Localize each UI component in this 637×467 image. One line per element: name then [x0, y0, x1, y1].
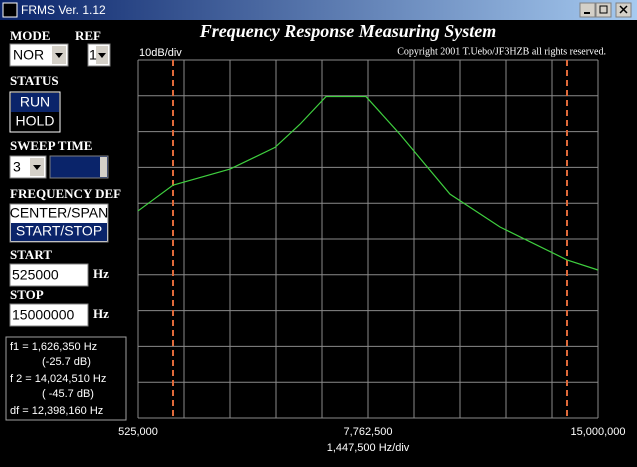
- ref-label: REF: [75, 28, 101, 43]
- window-title: FRMS Ver. 1.12: [21, 3, 106, 17]
- window-buttons: [579, 2, 632, 18]
- stop-unit: Hz: [93, 306, 109, 321]
- sweep-progress-end: [100, 157, 107, 177]
- readout-line: (-25.7 dB): [42, 356, 91, 368]
- readout-line: ( -45.7 dB): [42, 388, 94, 400]
- chart-subtitle: Copyright 2001 T.Uebo/JF3HZB all rights …: [397, 46, 606, 57]
- maximize-button[interactable]: [595, 2, 612, 18]
- title-bar: [0, 0, 637, 20]
- mode-label: MODE: [10, 28, 50, 43]
- stop-label: STOP: [10, 287, 44, 302]
- status-option[interactable]: RUN: [20, 94, 50, 110]
- x-tick-label: 525,000: [118, 426, 158, 438]
- start-label: START: [10, 247, 52, 262]
- minimize-button[interactable]: [579, 2, 596, 18]
- plot-area: 525,000 7,762,500 15,000,000: [118, 59, 626, 438]
- freq-def-selected[interactable]: [11, 223, 107, 241]
- x-tick-label: 15,000,000: [570, 426, 625, 438]
- stop-value: 15000000: [12, 307, 75, 323]
- response-curve: [137, 95, 599, 271]
- x-axis-label: 1,447,500 Hz/div: [327, 442, 410, 454]
- x-tick-label: 7,762,500: [344, 426, 393, 438]
- mode-value: NOR: [13, 47, 44, 63]
- status-option[interactable]: HOLD: [16, 113, 55, 129]
- status-label: STATUS: [10, 73, 59, 88]
- sweep-label: SWEEP TIME: [10, 138, 92, 153]
- status-selected[interactable]: [11, 93, 59, 112]
- chart-title: Frequency Response Measuring System: [199, 21, 497, 41]
- start-unit: Hz: [93, 266, 109, 281]
- readout-line: df = 12,398,160 Hz: [10, 405, 103, 417]
- stop-input[interactable]: [9, 303, 89, 327]
- freq-def-label: FREQUENCY DEF: [10, 186, 121, 201]
- start-input[interactable]: [9, 263, 89, 287]
- freq-def-option[interactable]: CENTER/SPAN: [10, 205, 109, 221]
- sweep-value: 3: [13, 159, 21, 175]
- ref-value: 1: [89, 47, 97, 63]
- start-value: 525000: [12, 267, 59, 283]
- readout-box: [5, 336, 127, 421]
- readout-line: f 2 = 14,024,510 Hz: [10, 373, 106, 385]
- app-icon: [2, 2, 18, 18]
- y-axis-label: 10dB/div: [139, 47, 182, 59]
- sweep-progress: [49, 155, 109, 179]
- freq-def-option[interactable]: START/STOP: [16, 223, 102, 239]
- readout-line: f1 = 1,626,350 Hz: [10, 341, 97, 353]
